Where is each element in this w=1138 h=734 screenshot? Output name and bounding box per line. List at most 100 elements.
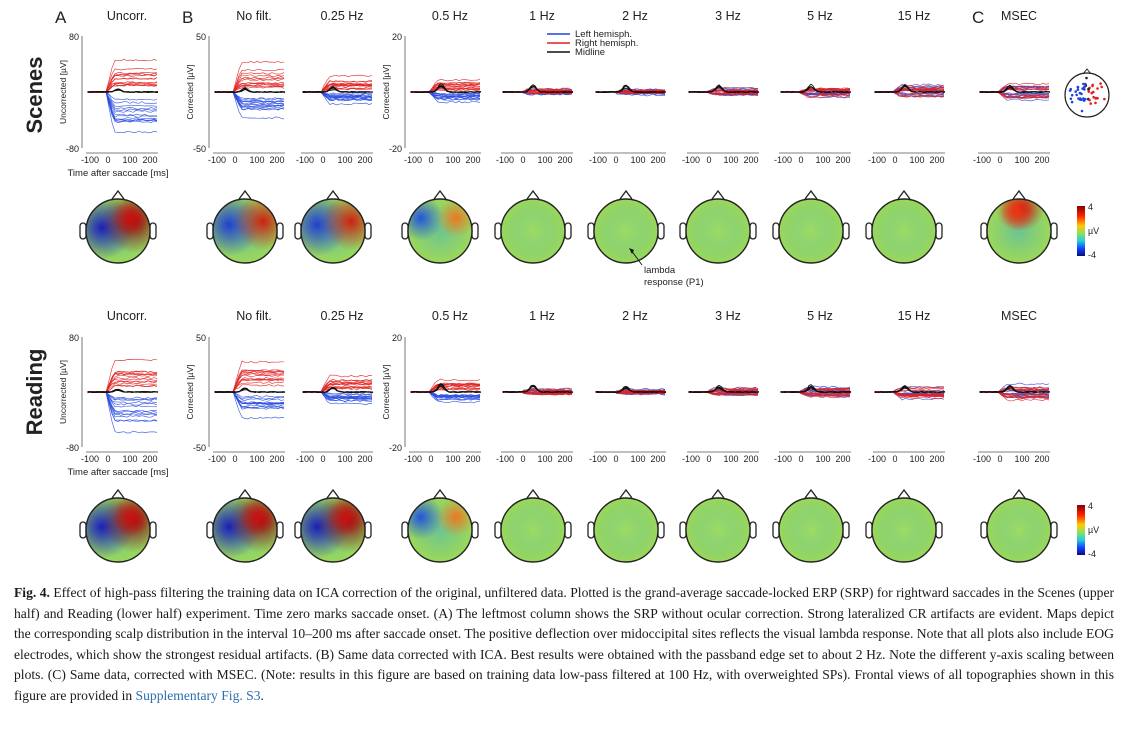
x-tick-label: 0 <box>105 155 110 165</box>
electrode-dot <box>1103 97 1106 101</box>
electrode-dot <box>1092 95 1095 99</box>
y-axis-label: Corrected [µV] <box>185 365 195 420</box>
electrode-head <box>1064 72 1110 118</box>
x-tick-label: 200 <box>835 155 850 165</box>
erp-plot <box>404 337 482 453</box>
x-tick-label: -100 <box>296 454 314 464</box>
trace-left <box>87 91 158 122</box>
trace-midline <box>688 84 760 93</box>
column-title: 0.25 Hz <box>320 9 363 23</box>
x-tick-label: -100 <box>868 155 886 165</box>
y-tick-label: -20 <box>389 144 402 154</box>
legend-entry: Right hemisph. <box>575 38 638 49</box>
column-title: Uncorr. <box>107 309 147 323</box>
x-tick-label: -100 <box>868 454 886 464</box>
x-tick-label: 200 <box>557 155 572 165</box>
colorbar-max-label: 4 <box>1088 501 1093 511</box>
x-tick-label: 200 <box>929 454 944 464</box>
y-tick-label: -80 <box>66 443 79 453</box>
trace-midline <box>302 85 374 93</box>
x-tick-label: 0 <box>892 155 897 165</box>
topography-map <box>206 189 284 264</box>
trace-midline <box>502 86 574 93</box>
trace-right <box>87 58 158 93</box>
trace-right <box>214 360 284 393</box>
head-outline <box>500 497 566 563</box>
trace-midline <box>410 85 481 93</box>
electrode-dot <box>1074 90 1077 93</box>
annotation-arrow <box>630 249 643 266</box>
topo-hotspot <box>987 199 1051 263</box>
x-tick-label: 100 <box>445 454 460 464</box>
x-tick-label: -100 <box>496 454 514 464</box>
x-tick-label: 100 <box>630 155 645 165</box>
panel-letter-c: C <box>972 8 984 27</box>
electrode-dot <box>1075 93 1078 97</box>
trace-midline <box>979 86 1051 93</box>
head-ear-left <box>865 222 873 240</box>
topo-hotspot <box>501 498 565 562</box>
condition-label-scenes: Scenes <box>22 56 47 133</box>
head-ear-left <box>772 521 780 539</box>
head-nose <box>526 189 540 200</box>
annotation-label: response (P1) <box>644 277 704 288</box>
column-title: 2 Hz <box>622 9 648 23</box>
head-ear-left <box>294 222 302 240</box>
x-axis-label: Time after saccade [ms] <box>67 467 168 478</box>
panel-letter-b: B <box>182 8 193 27</box>
x-tick-label: -100 <box>296 155 314 165</box>
trace-left <box>214 91 285 103</box>
x-tick-label: 100 <box>122 454 137 464</box>
x-tick-label: 100 <box>723 155 738 165</box>
column-title: 0.25 Hz <box>320 309 363 323</box>
trace-right <box>214 374 285 393</box>
trace-midline <box>979 384 1051 393</box>
column-title: 2 Hz <box>622 309 648 323</box>
x-tick-label: 0 <box>105 454 110 464</box>
x-tick-label: 100 <box>630 454 645 464</box>
head-outline <box>407 198 473 264</box>
topography-map <box>401 189 479 264</box>
colorbar-max-label: 4 <box>1088 202 1093 212</box>
topo-hotspot <box>686 498 750 562</box>
erp-plot <box>779 384 852 453</box>
topo-hotspot <box>501 199 565 263</box>
colorbar <box>1077 505 1085 555</box>
x-tick-label: -100 <box>682 454 700 464</box>
erp-plot <box>501 84 574 154</box>
head-nose <box>326 189 340 200</box>
head-ear-left <box>494 222 502 240</box>
y-tick-label: 20 <box>392 333 402 343</box>
x-tick-label: 200 <box>835 454 850 464</box>
column-title: 15 Hz <box>898 309 931 323</box>
head-outline <box>685 497 751 563</box>
topo-hotspot <box>86 498 150 562</box>
column-title: MSEC <box>1001 309 1037 323</box>
x-tick-label: -100 <box>973 454 991 464</box>
electrode-dot <box>1076 88 1080 91</box>
trace-left <box>87 91 158 110</box>
head-outline <box>778 198 844 264</box>
electrode-dot <box>1084 97 1087 101</box>
head-outline <box>300 198 366 264</box>
x-tick-label: -100 <box>774 454 792 464</box>
x-tick-label: 0 <box>520 454 525 464</box>
supplementary-link[interactable]: Supplementary Fig. S3 <box>135 687 261 703</box>
x-tick-label: 0 <box>613 155 618 165</box>
electrode-dot <box>1076 85 1080 89</box>
head-outline <box>300 497 366 563</box>
electrode-dot <box>1080 109 1084 113</box>
trace-left <box>87 91 158 107</box>
topography-map <box>587 488 665 563</box>
column-title: No filt. <box>236 309 271 323</box>
head-outline <box>85 198 151 264</box>
colorbar <box>1077 206 1085 256</box>
head-ear-right <box>471 222 479 240</box>
trace-midline <box>302 386 374 393</box>
legend-entry: Midline <box>575 47 605 58</box>
x-tick-label: 100 <box>249 454 264 464</box>
x-tick-label: 200 <box>743 454 758 464</box>
electrode-dot <box>1070 93 1074 97</box>
electrode-dot <box>1081 87 1084 90</box>
head-nose <box>1012 488 1026 499</box>
